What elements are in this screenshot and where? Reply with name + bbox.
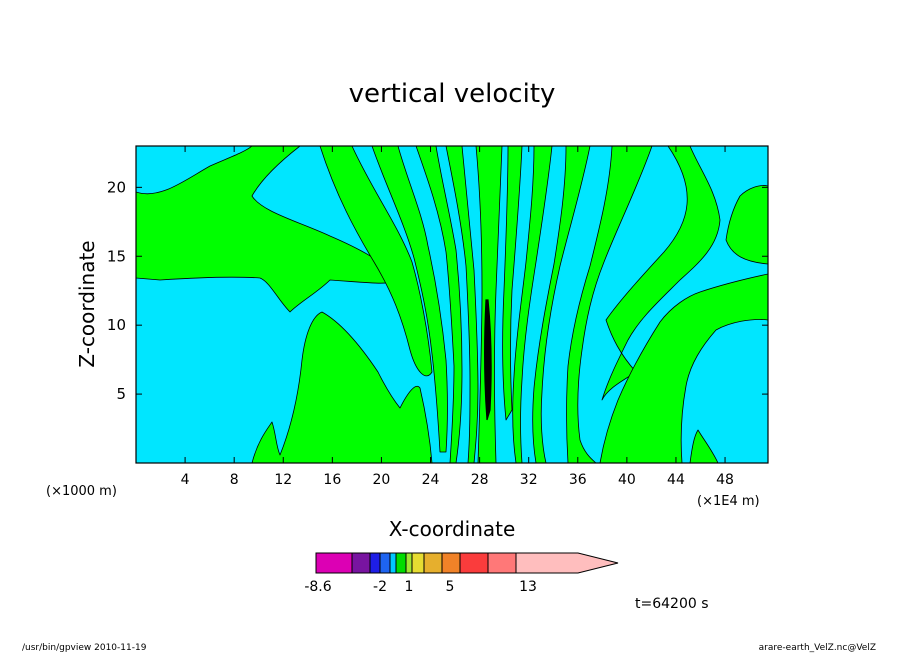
time-label: t=64200 s: [635, 596, 709, 612]
colorbar-segment: [423, 552, 443, 574]
colorbar-label: -2: [373, 579, 387, 595]
updraft-region: [601, 146, 721, 401]
updraft-region: [599, 273, 768, 463]
colorbar-segment: [351, 552, 371, 574]
x-tick-label: 28: [471, 472, 489, 488]
colorbar-labels: -8.6 -2 1 5 13: [304, 579, 537, 595]
x-tick-label: 12: [274, 472, 292, 488]
colorbar-segment: [459, 552, 489, 574]
colorbar-label: 1: [405, 579, 414, 595]
footer-right: arare-earth_VelZ.nc@VelZ: [759, 643, 876, 653]
x-tick-label: 4: [181, 472, 190, 488]
colorbar-segment: [369, 552, 381, 574]
colorbar-segment: [405, 552, 413, 574]
colorbar-segment: [315, 552, 353, 574]
tick-group: [136, 146, 768, 463]
colorbar-segment: [379, 552, 391, 574]
colorbar-segment: [487, 552, 517, 574]
colorbar: [315, 552, 619, 574]
chart-title: vertical velocity: [349, 79, 556, 109]
x-unit-note: (×1E4 m): [697, 494, 760, 509]
y-tick-labels: 5 10 15 20: [107, 178, 126, 403]
y-tick-label: 15: [107, 247, 126, 265]
plot-frame: [135, 145, 769, 464]
x-axis-label: X-coordinate: [389, 517, 516, 541]
updraft-region: [689, 429, 719, 463]
updraft-core: [484, 299, 492, 421]
x-tick-labels: 4 8 12 16 20 24 28 32 36 40 44 48: [181, 472, 734, 488]
footer-left: /usr/bin/gpview 2010-11-19: [22, 643, 147, 653]
updraft-region: [371, 146, 448, 453]
updraft-region: [566, 146, 653, 463]
updraft-region: [512, 146, 553, 463]
colorbar-segment: [515, 552, 619, 574]
x-tick-label: 16: [323, 472, 341, 488]
updraft-region: [725, 185, 768, 265]
updraft-core: [484, 299, 492, 421]
colorbar-label: 13: [519, 579, 537, 595]
updraft-region: [251, 311, 433, 463]
colorbar-segment: [389, 552, 397, 574]
colorbar-segment: [441, 552, 461, 574]
colorbar-segment: [395, 552, 407, 574]
x-tick-label: 24: [422, 472, 440, 488]
y-tick-label: 20: [107, 178, 126, 196]
x-scale-note: (×1000 m): [46, 484, 117, 499]
y-tick-label: 5: [116, 385, 126, 403]
updraft-region: [445, 146, 479, 463]
y-tick-label: 10: [107, 316, 126, 334]
x-tick-label: 48: [716, 472, 734, 488]
y-axis-label: Z-coordinate: [75, 240, 99, 367]
x-tick-label: 40: [618, 472, 636, 488]
x-tick-label: 36: [569, 472, 587, 488]
colorbar-label: -8.6: [304, 579, 331, 595]
x-tick-label: 20: [373, 472, 391, 488]
contour-plot-area: [135, 145, 769, 464]
x-tick-label: 32: [520, 472, 538, 488]
updraft-region: [319, 146, 433, 377]
x-tick-label: 44: [667, 472, 685, 488]
updraft-region: [502, 146, 523, 421]
updraft-region: [415, 146, 463, 463]
colorbar-segment: [411, 552, 425, 574]
x-tick-label: 8: [230, 472, 239, 488]
colorbar-label: 5: [446, 579, 455, 595]
